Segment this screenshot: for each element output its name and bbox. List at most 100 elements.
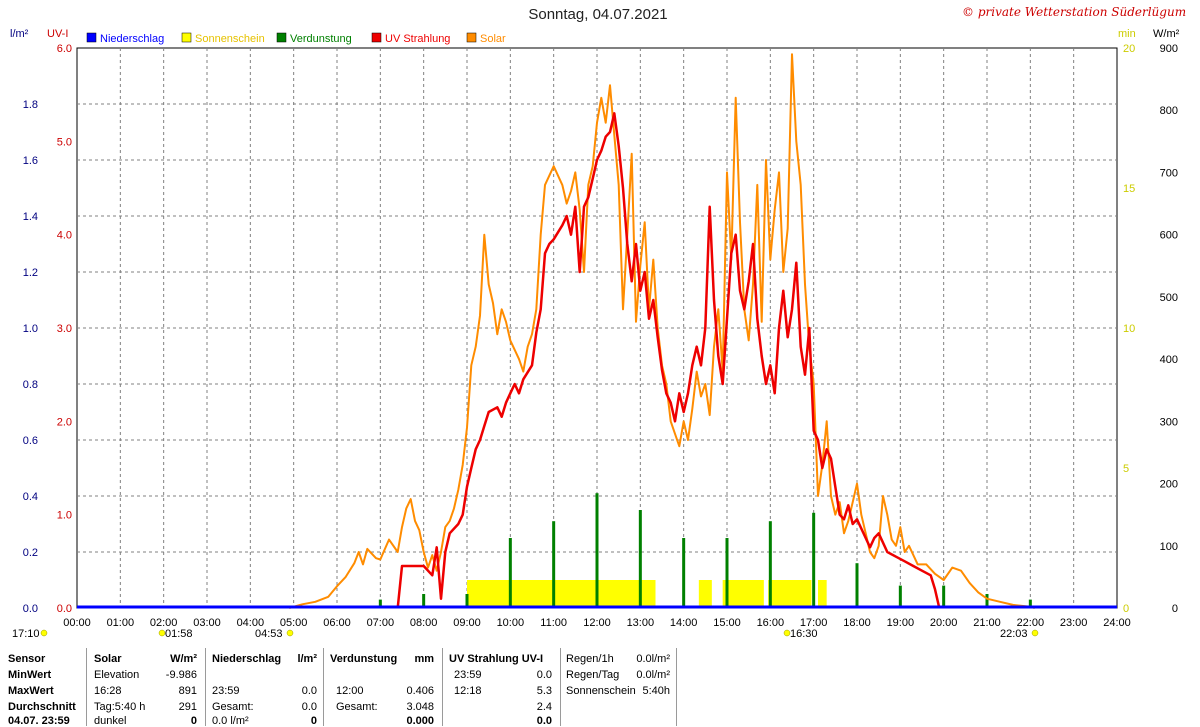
legend-swatch: [86, 32, 97, 43]
rain-axis-tick: 1.4: [23, 211, 38, 223]
sun-icon: [1031, 629, 1039, 637]
evaporation-bar: [595, 493, 599, 608]
legend-label: Verdunstung: [290, 33, 352, 45]
minutes-axis-tick: 5: [1123, 463, 1129, 475]
uv-cell-value: 0.0: [536, 715, 552, 727]
evaporation-bar: [812, 512, 816, 608]
stats-table: Sensor MinWert MaxWert Durchschnitt 04.07. 2…: [0, 648, 1200, 727]
minutes-axis-tick: 0: [1123, 603, 1129, 615]
x-tick-label: 23:00: [1060, 617, 1088, 629]
legend-swatch: [371, 32, 382, 43]
extra-cell-label: Sonnenschein: [566, 685, 636, 697]
x-tick-label: 15:00: [713, 617, 741, 629]
solar-cell-value: 291: [178, 701, 197, 713]
uv-axis-tick: 6.0: [57, 43, 72, 55]
uv-cell-value: 5.3: [536, 685, 552, 697]
x-tick-label: 03:00: [193, 617, 221, 629]
sunshine-block: [768, 580, 812, 608]
evaporation-series: [378, 493, 1032, 608]
uv-axis-title: UV-I: [47, 28, 68, 40]
solar-cell-value: 891: [178, 685, 197, 697]
x-tick-label: 18:00: [843, 617, 871, 629]
rain-axis-tick: 0.0: [23, 603, 38, 615]
x-tick-label: 08:00: [410, 617, 438, 629]
solar-axis-tick: 500: [1160, 292, 1178, 304]
uv-header: UV Strahlung UV-I: [449, 653, 544, 665]
solar-cell-label: dunkel: [94, 715, 127, 727]
uv-series: [396, 112, 941, 609]
rain-axis-tick: 0.8: [23, 379, 38, 391]
legend-swatch: [181, 32, 192, 43]
solar-cell-label: Tag:5:40 h: [94, 701, 146, 713]
page-title: Sonntag, 04.07.2021: [528, 6, 668, 23]
evap-unit: mm: [414, 653, 434, 665]
time-marker: 01:58: [165, 628, 193, 640]
rain-axis-tick: 1.8: [23, 99, 38, 111]
legend-swatch: [466, 32, 477, 43]
rain-cell-label: Gesamt:: [212, 701, 254, 713]
minutes-axis-tick: 20: [1123, 43, 1135, 55]
evap-header: Verdunstung: [330, 653, 398, 665]
solar-axis-tick: 800: [1160, 105, 1178, 117]
solar-unit: W/m²: [170, 653, 197, 665]
stats-separator: [323, 648, 324, 726]
solar-cell-label: 16:28: [94, 685, 122, 697]
solar-axis-tick: 400: [1160, 354, 1178, 366]
stats-row-label: Sensor: [8, 653, 46, 665]
time-marker: 22:03: [1000, 628, 1028, 640]
uv-axis-tick: 5.0: [57, 136, 72, 148]
x-tick-label: 02:00: [150, 617, 178, 629]
axis-ticks: 00:00 01:00 02:00 03:00 04:00 05:00 06:00 07:00…: [23, 43, 1178, 629]
evaporation-bar: [508, 538, 512, 608]
stats-row-label: MaxWert: [8, 685, 54, 697]
uv-cell-value: 0.0: [536, 669, 552, 681]
sunshine-block: [698, 580, 712, 608]
x-tick-label: 01:00: [107, 617, 135, 629]
solar-cell-value: -9.986: [165, 669, 197, 681]
evaporation-bar: [638, 510, 642, 608]
x-tick-label: 10:00: [497, 617, 525, 629]
evap-cell-value: 0.000: [406, 715, 434, 727]
axis-labels: l/m² UV-I min W/m²: [10, 28, 1180, 40]
evap-cell-label: 12:00: [336, 685, 364, 697]
x-tick-label: 11:00: [540, 617, 567, 629]
x-tick-label: 12:00: [583, 617, 611, 629]
x-tick-label: 13:00: [627, 617, 655, 629]
copyright-label: © private Wetterstation Süderlügum: [962, 5, 1187, 19]
x-tick-label: 19:00: [887, 617, 915, 629]
evaporation-bar: [1028, 599, 1032, 608]
legend-label: Solar: [480, 33, 506, 45]
uv-axis-tick: 1.0: [57, 510, 72, 522]
stats-row-label: Durchschnitt: [8, 701, 76, 713]
evaporation-bar: [855, 563, 859, 608]
rain-axis-tick: 0.6: [23, 435, 38, 447]
x-tick-label: 00:00: [63, 617, 91, 629]
rain-axis-tick: 1.0: [23, 323, 38, 335]
rain-cell-label: 23:59: [212, 685, 240, 697]
stats-row-label: MinWert: [8, 669, 52, 681]
x-tick-label: 07:00: [367, 617, 395, 629]
evaporation-bar: [985, 594, 989, 608]
sun-icon: [40, 629, 48, 637]
sunshine-block: [722, 580, 764, 608]
x-tick-label: 22:00: [1017, 617, 1045, 629]
evaporation-bar: [725, 538, 729, 608]
solar-axis-tick: 100: [1160, 541, 1178, 553]
uv-cell-value: 2.4: [536, 701, 552, 713]
evaporation-bar: [465, 594, 469, 608]
solar-axis-tick: 700: [1160, 167, 1178, 179]
legend-swatch: [276, 32, 287, 43]
stats-separator: [676, 648, 677, 726]
chart-legend: Niederschlag Sonnenschein Verdunstung UV St…: [86, 32, 506, 45]
stats-separator: [442, 648, 443, 726]
solar-header: Solar: [94, 653, 122, 665]
sun-icon: [783, 629, 791, 637]
rain-axis-tick: 0.4: [23, 491, 38, 503]
x-tick-label: 09:00: [453, 617, 481, 629]
evap-cell-value: 3.048: [406, 701, 434, 713]
time-marker: 16:30: [790, 628, 818, 640]
x-tick-label: 04:00: [237, 617, 265, 629]
time-markers: 17:10 01:58 04:53 16:30 22:03: [12, 628, 1039, 640]
x-tick-label: 14:00: [670, 617, 698, 629]
legend-label: UV Strahlung: [385, 33, 450, 45]
